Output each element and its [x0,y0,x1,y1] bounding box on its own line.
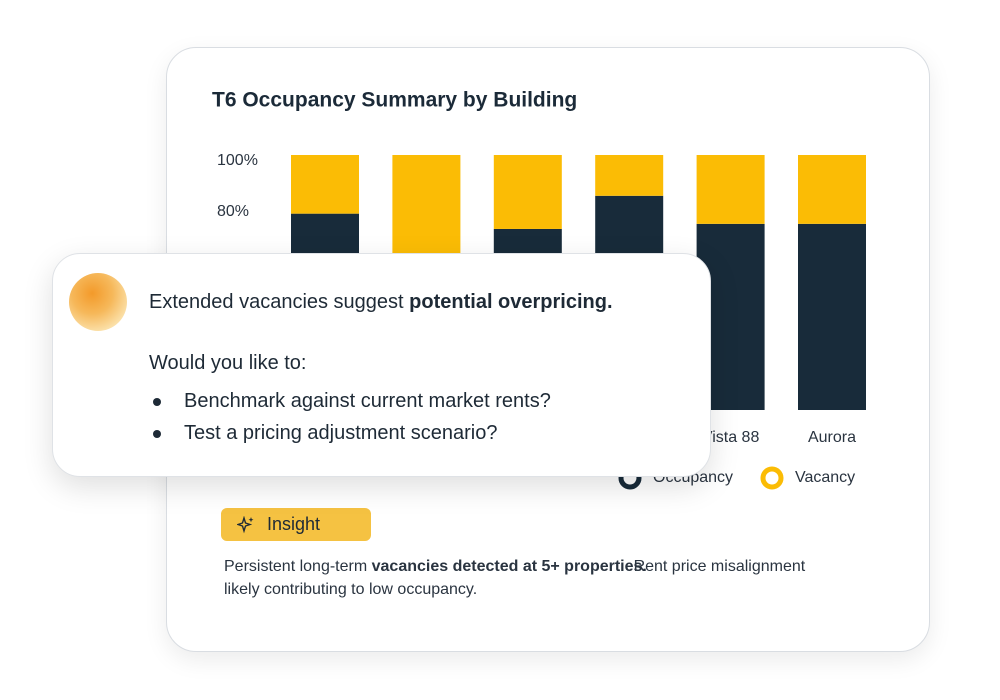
insight-emphasis: vacancies detected at 5+ properties. [371,558,647,575]
insight-badge: Insight [221,508,371,541]
badge-label: Insight [267,514,321,534]
bar-segment [291,155,359,214]
bar-segment [798,223,866,410]
bar-segment [392,155,461,270]
option-text[interactable]: Test a pricing adjustment scenario? [184,422,498,444]
option[interactable]: Test a pricing adjustment scenario? [153,421,498,445]
assistant-popup: Extended vacancies suggest potential ove… [52,253,711,477]
popup-question: Would you like to: [149,352,307,374]
bar-segment [595,155,664,196]
option-text[interactable]: Benchmark against current market rents? [184,390,551,412]
message-start: Extended vacancies suggest [149,291,404,313]
chart-title: T6 Occupancy Summary by Building [212,89,577,112]
x-tick-label: Aurora [808,429,856,446]
insight-text: Persistent long-term vacancies detected … [224,555,647,578]
insight-end-wrap: Persistent long-term vacancies detected … [224,555,814,601]
y-tick-label: 100% [217,152,258,169]
option[interactable]: Benchmark against current market rents? [153,389,551,413]
bar-segment [493,155,562,229]
message-emphasis: potential overpricing. [409,291,613,313]
insight-end: Rent price misalignment likely contribut… [224,558,806,598]
insight-start: Persistent long-term [224,558,368,575]
legend-label: Vacancy [795,469,855,486]
sparkle-icon [237,516,254,534]
x-tick-label: Vista 88 [702,429,760,446]
popup-message: Extended vacancies suggest potential ove… [149,290,613,314]
legend-marker [760,466,784,490]
y-tick-label: 80% [217,203,249,220]
assistant-avatar [69,273,127,331]
bar-segment [798,155,866,224]
bar-segment [696,155,765,224]
